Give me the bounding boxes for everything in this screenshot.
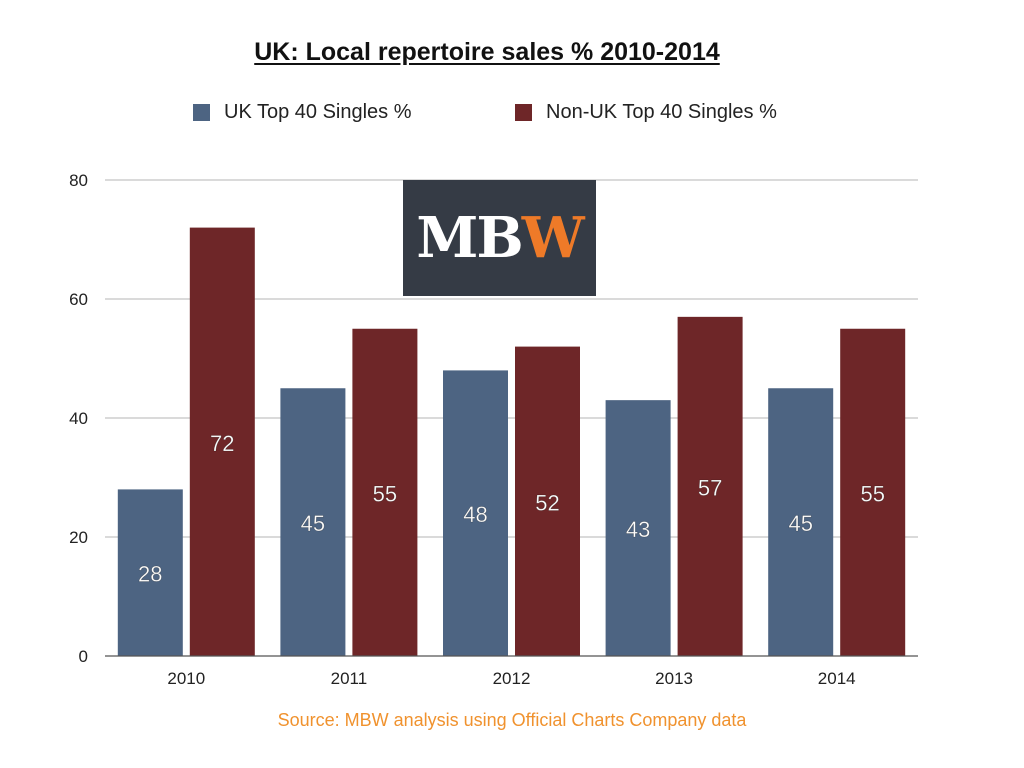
- bar-non-uk-2013: [677, 316, 743, 656]
- y-tick-label-20: 20: [69, 528, 88, 547]
- y-tick-label-80: 80: [69, 171, 88, 190]
- x-tick-label-2012: 2012: [493, 669, 531, 688]
- y-tick-label-40: 40: [69, 409, 88, 428]
- bar-uk-2013: [605, 400, 671, 656]
- legend-swatch-uk: [193, 104, 210, 121]
- chart-title: UK: Local repertoire sales % 2010-2014: [254, 38, 720, 66]
- y-tick-label-0: 0: [79, 647, 88, 666]
- bar-uk-2014: [768, 388, 834, 656]
- bar-non-uk-2012: [515, 346, 580, 656]
- bar-non-uk-2014: [840, 328, 906, 656]
- x-tick-label-2011: 2011: [331, 669, 368, 688]
- source-note: Source: MBW analysis using Official Char…: [277, 710, 747, 730]
- chart-legend: UK Top 40 Singles % Non-UK Top 40 Single…: [0, 101, 1024, 127]
- x-tick-label-2013: 2013: [655, 669, 693, 688]
- data-label-non-uk-2014: 55: [860, 481, 884, 506]
- x-tick-label-2014: 2014: [818, 669, 856, 688]
- data-label-uk-2010: 28: [138, 562, 162, 587]
- bar-uk-2010: [117, 489, 183, 656]
- mbw-logo: MB W: [403, 180, 596, 296]
- data-label-non-uk-2013: 57: [698, 475, 722, 500]
- legend-label-uk: UK Top 40 Singles %: [224, 101, 412, 123]
- y-tick-label-60: 60: [69, 290, 88, 309]
- bar-non-uk-2010: [189, 227, 255, 656]
- bar-uk-2012: [443, 370, 508, 656]
- logo-text-white: MB: [416, 205, 523, 271]
- logo-text-orange: W: [521, 205, 585, 271]
- legend-item-uk: UK Top 40 Singles %: [193, 101, 412, 124]
- bar-non-uk-2011: [352, 328, 418, 656]
- x-tick-label-2010: 2010: [167, 669, 205, 688]
- bar-uk-2011: [280, 388, 346, 656]
- legend-swatch-non-uk: [515, 104, 532, 121]
- data-label-uk-2012: 48: [463, 502, 487, 527]
- data-label-non-uk-2010: 72: [210, 431, 234, 456]
- legend-item-non-uk: Non-UK Top 40 Singles %: [515, 101, 777, 124]
- data-label-non-uk-2012: 52: [535, 490, 559, 515]
- data-label-uk-2011: 45: [301, 511, 325, 536]
- data-label-non-uk-2011: 55: [373, 481, 397, 506]
- legend-label-non-uk: Non-UK Top 40 Singles %: [546, 101, 777, 123]
- data-label-uk-2014: 45: [788, 511, 812, 536]
- data-label-uk-2013: 43: [626, 517, 650, 542]
